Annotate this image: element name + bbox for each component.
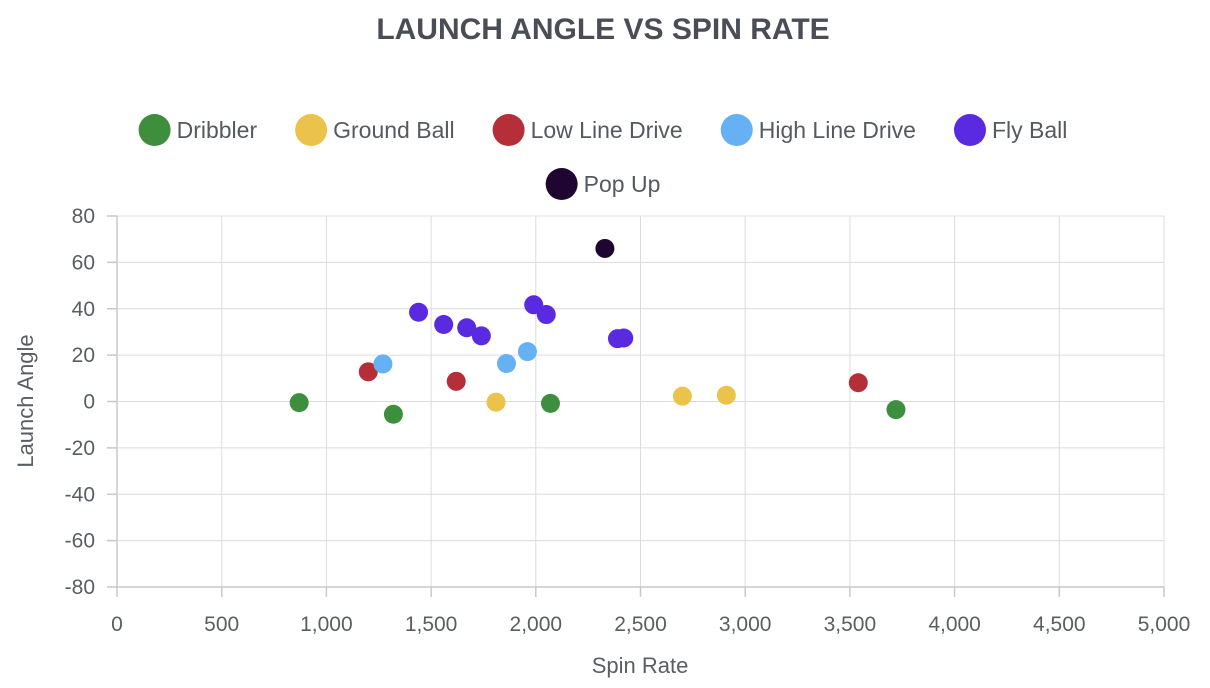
y-tick-label: 60 bbox=[72, 251, 95, 274]
data-point[interactable] bbox=[457, 318, 477, 338]
legend-marker bbox=[953, 114, 986, 146]
data-point[interactable] bbox=[672, 386, 692, 406]
legend-item[interactable]: Ground Ball bbox=[295, 114, 455, 146]
data-point[interactable] bbox=[289, 393, 309, 413]
y-tick-label: 40 bbox=[72, 298, 95, 321]
y-tick-label: -60 bbox=[65, 530, 95, 553]
legend-label: Dribbler bbox=[177, 117, 258, 143]
data-point[interactable] bbox=[434, 315, 454, 335]
grid bbox=[116, 215, 1165, 588]
x-tick-label: 3,000 bbox=[719, 613, 772, 636]
data-point[interactable] bbox=[848, 373, 868, 393]
legend: Dribbler Ground Ball Low Line Drive High Li… bbox=[138, 114, 1067, 200]
x-axis-title: Spin Rate bbox=[592, 653, 689, 678]
legend-marker bbox=[295, 114, 328, 146]
y-tick-label: -80 bbox=[65, 576, 95, 599]
data-point[interactable] bbox=[383, 404, 403, 424]
x-tick-label: 2,500 bbox=[614, 613, 667, 636]
data-point[interactable] bbox=[540, 393, 560, 413]
data-point[interactable] bbox=[358, 362, 378, 382]
legend-marker bbox=[492, 114, 525, 146]
legend-marker bbox=[720, 114, 753, 146]
x-tick-label: 4,500 bbox=[1033, 613, 1086, 636]
y-axis-ticks: 80 60 40 20 0 -20 -40 -60 -80 bbox=[65, 205, 117, 599]
data-point[interactable] bbox=[595, 238, 615, 258]
data-point[interactable] bbox=[486, 392, 506, 412]
y-tick-label: 20 bbox=[72, 344, 95, 367]
y-tick-label: 80 bbox=[72, 205, 95, 228]
legend-item[interactable]: Dribbler bbox=[138, 114, 258, 146]
x-tick-label: 4,000 bbox=[928, 613, 981, 636]
legend-item[interactable]: Pop Up bbox=[545, 168, 661, 200]
x-axis-ticks: 0 500 1,000 1,500 2,000 2,500 3,000 3,500 4,000 4… bbox=[111, 587, 1190, 636]
legend-label: Ground Ball bbox=[333, 117, 454, 143]
x-tick-label: 3,500 bbox=[824, 613, 877, 636]
legend-label: Fly Ball bbox=[992, 117, 1067, 143]
data-point[interactable] bbox=[471, 326, 491, 346]
legend-label: Pop Up bbox=[584, 171, 661, 197]
legend-marker bbox=[545, 168, 578, 200]
data-point[interactable] bbox=[517, 342, 537, 362]
x-tick-label: 0 bbox=[111, 613, 123, 636]
x-tick-label: 2,000 bbox=[510, 613, 563, 636]
legend-item[interactable]: Fly Ball bbox=[953, 114, 1067, 146]
chart-title: LAUNCH ANGLE VS SPIN RATE bbox=[376, 13, 829, 46]
legend-marker bbox=[138, 114, 171, 146]
legend-label: Low Line Drive bbox=[531, 117, 683, 143]
data-point[interactable] bbox=[716, 385, 736, 405]
data-point[interactable] bbox=[536, 305, 556, 325]
y-axis-title: Launch Angle bbox=[13, 334, 38, 467]
y-tick-label: -40 bbox=[65, 483, 95, 506]
legend-item[interactable]: Low Line Drive bbox=[492, 114, 683, 146]
data-point[interactable] bbox=[496, 353, 516, 373]
data-point[interactable] bbox=[446, 371, 466, 391]
data-point[interactable] bbox=[614, 328, 634, 348]
x-tick-label: 500 bbox=[204, 613, 239, 636]
data-points bbox=[289, 238, 906, 424]
x-tick-label: 1,000 bbox=[300, 613, 353, 636]
x-tick-label: 1,500 bbox=[405, 613, 458, 636]
legend-label: High Line Drive bbox=[759, 117, 916, 143]
data-point[interactable] bbox=[373, 354, 393, 374]
y-tick-label: 0 bbox=[83, 391, 95, 414]
data-point[interactable] bbox=[409, 302, 429, 322]
data-point[interactable] bbox=[886, 400, 906, 420]
y-tick-label: -20 bbox=[65, 437, 95, 460]
x-tick-label: 5,000 bbox=[1138, 613, 1191, 636]
legend-item[interactable]: High Line Drive bbox=[720, 114, 916, 146]
